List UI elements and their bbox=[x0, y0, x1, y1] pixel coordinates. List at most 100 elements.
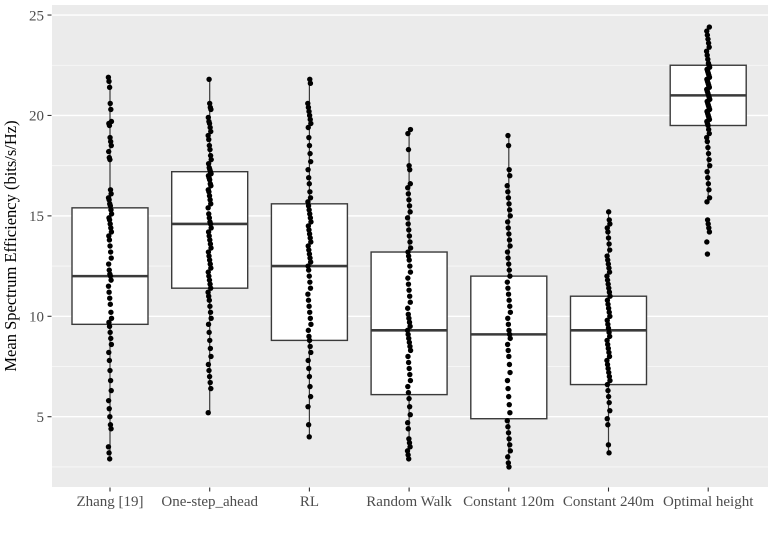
data-point bbox=[505, 430, 512, 436]
data-point bbox=[305, 243, 311, 249]
data-point bbox=[606, 353, 613, 360]
data-point bbox=[506, 261, 512, 267]
data-point bbox=[504, 183, 510, 189]
data-point bbox=[407, 412, 413, 418]
data-point bbox=[605, 422, 611, 428]
data-point bbox=[306, 112, 313, 119]
data-point bbox=[507, 303, 513, 309]
data-point bbox=[207, 303, 213, 309]
data-point bbox=[405, 253, 412, 259]
data-point bbox=[305, 327, 312, 334]
data-point bbox=[705, 181, 712, 187]
data-point bbox=[506, 353, 512, 360]
data-point bbox=[405, 275, 411, 281]
data-point bbox=[704, 52, 710, 58]
data-point bbox=[307, 211, 313, 217]
data-point bbox=[206, 233, 212, 239]
data-point bbox=[406, 203, 413, 209]
data-point bbox=[504, 219, 511, 225]
data-point bbox=[506, 361, 513, 368]
data-point bbox=[705, 221, 711, 227]
data-point bbox=[106, 122, 113, 129]
data-point bbox=[106, 289, 112, 295]
data-point bbox=[106, 197, 112, 203]
data-point bbox=[107, 273, 114, 279]
data-point bbox=[406, 456, 412, 462]
data-point bbox=[507, 442, 513, 448]
data-point bbox=[108, 255, 114, 261]
data-point bbox=[307, 158, 314, 165]
data-point bbox=[206, 193, 213, 199]
data-point bbox=[405, 185, 411, 191]
x-tick-label: Random Walk bbox=[366, 494, 452, 510]
data-point bbox=[208, 106, 214, 113]
data-point bbox=[504, 377, 511, 384]
data-point bbox=[305, 104, 312, 111]
x-tick-label: Zhang [19] bbox=[76, 494, 143, 510]
data-point bbox=[507, 448, 514, 454]
data-point bbox=[107, 187, 114, 193]
data-point bbox=[308, 120, 314, 127]
data-point bbox=[106, 233, 112, 239]
data-point bbox=[506, 231, 512, 237]
data-point bbox=[307, 393, 314, 400]
data-point bbox=[605, 321, 611, 328]
data-point bbox=[704, 251, 711, 257]
data-point bbox=[705, 40, 712, 46]
data-point bbox=[306, 365, 312, 372]
data-point bbox=[306, 333, 312, 340]
data-point bbox=[407, 343, 413, 350]
data-point bbox=[208, 128, 214, 135]
data-point bbox=[307, 255, 313, 261]
data-point bbox=[106, 357, 113, 364]
data-point bbox=[207, 100, 213, 107]
data-point bbox=[105, 74, 112, 81]
data-point bbox=[106, 405, 112, 412]
data-point bbox=[206, 189, 212, 195]
data-point bbox=[704, 239, 710, 245]
data-point bbox=[704, 168, 710, 175]
data-point bbox=[108, 191, 114, 197]
data-point bbox=[703, 48, 710, 54]
data-point bbox=[107, 100, 113, 107]
data-point bbox=[404, 305, 411, 311]
data-point bbox=[307, 150, 313, 157]
data-point bbox=[206, 142, 213, 149]
data-point bbox=[505, 142, 512, 149]
data-point bbox=[205, 289, 211, 295]
data-point bbox=[206, 367, 212, 374]
data-point bbox=[207, 337, 213, 344]
data-point bbox=[207, 197, 213, 203]
data-point bbox=[205, 114, 212, 121]
data-point bbox=[604, 253, 610, 259]
data-point bbox=[605, 341, 611, 348]
data-point bbox=[307, 315, 314, 321]
data-point bbox=[604, 416, 610, 422]
data-point bbox=[506, 207, 513, 213]
data-point bbox=[505, 255, 511, 261]
data-point bbox=[705, 36, 711, 42]
data-point bbox=[705, 122, 711, 129]
data-point bbox=[208, 385, 214, 392]
data-point bbox=[306, 142, 313, 149]
data-point bbox=[108, 229, 115, 235]
data-point bbox=[207, 241, 214, 247]
data-point bbox=[404, 448, 411, 454]
data-point bbox=[107, 221, 113, 227]
data-point bbox=[506, 331, 513, 338]
data-point bbox=[107, 249, 114, 255]
data-point bbox=[506, 401, 512, 408]
data-point bbox=[605, 442, 612, 448]
data-point bbox=[407, 323, 413, 330]
data-point bbox=[208, 225, 214, 231]
data-point bbox=[505, 285, 511, 291]
y-tick-label: 25 bbox=[29, 8, 44, 24]
data-point bbox=[206, 373, 213, 380]
data-point bbox=[505, 385, 511, 392]
data-point bbox=[405, 389, 412, 396]
data-point bbox=[606, 217, 612, 223]
data-point bbox=[604, 317, 610, 324]
data-point bbox=[405, 359, 412, 366]
data-point bbox=[307, 235, 313, 241]
data-point bbox=[706, 195, 713, 201]
